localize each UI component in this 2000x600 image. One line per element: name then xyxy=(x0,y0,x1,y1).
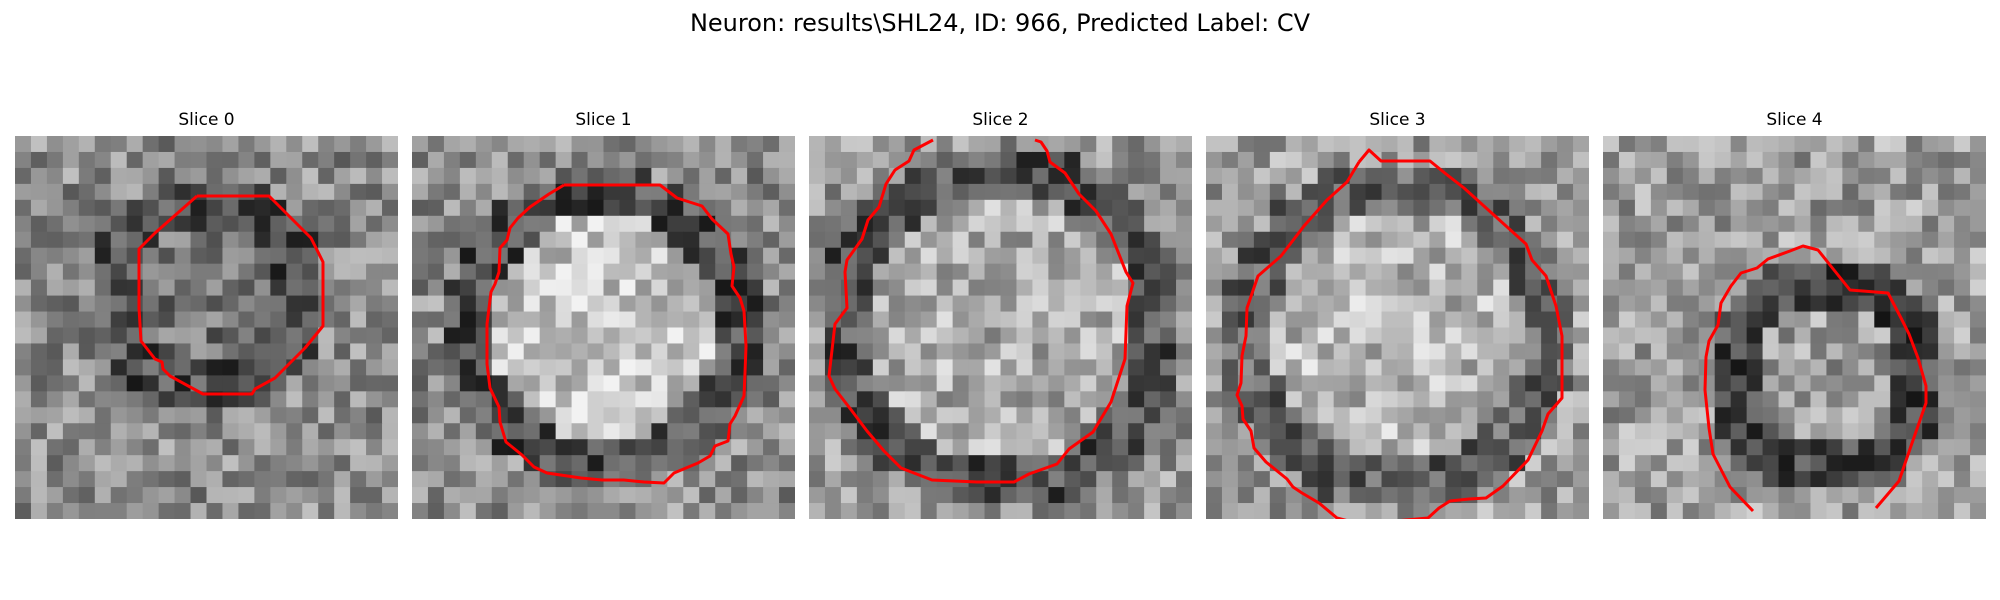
slice-title: Slice 3 xyxy=(1369,110,1426,130)
slice-title: Slice 1 xyxy=(575,110,632,130)
neuron-contour xyxy=(827,138,1135,484)
slice-grayscale-image xyxy=(412,136,795,519)
slice-panel-2: Slice 2 xyxy=(809,110,1192,519)
slice-image xyxy=(412,136,795,519)
slice-panel-3: Slice 3 xyxy=(1206,110,1589,519)
slice-image xyxy=(809,136,1192,519)
slice-grayscale-image xyxy=(1603,136,1986,519)
slice-title: Slice 0 xyxy=(178,110,235,130)
slice-grayscale-image xyxy=(15,136,398,519)
slice-title: Slice 4 xyxy=(1766,110,1823,130)
slice-title: Slice 2 xyxy=(972,110,1029,130)
figure-title: Neuron: results\SHL24, ID: 966, Predicte… xyxy=(689,9,1311,37)
slice-panel-1: Slice 1 xyxy=(412,110,795,519)
slice-grayscale-image xyxy=(1206,136,1589,519)
slice-image xyxy=(1206,136,1589,519)
neuron-contour xyxy=(1703,244,1928,513)
neuron-contour xyxy=(137,194,325,396)
slice-panel-4: Slice 4 xyxy=(1603,110,1986,519)
neuron-contour xyxy=(1235,148,1564,519)
slice-panel-0: Slice 0 xyxy=(15,110,398,519)
slice-grayscale-image xyxy=(809,136,1192,519)
slice-image xyxy=(1603,136,1986,519)
slice-image xyxy=(15,136,398,519)
neuron-contour xyxy=(485,183,748,485)
